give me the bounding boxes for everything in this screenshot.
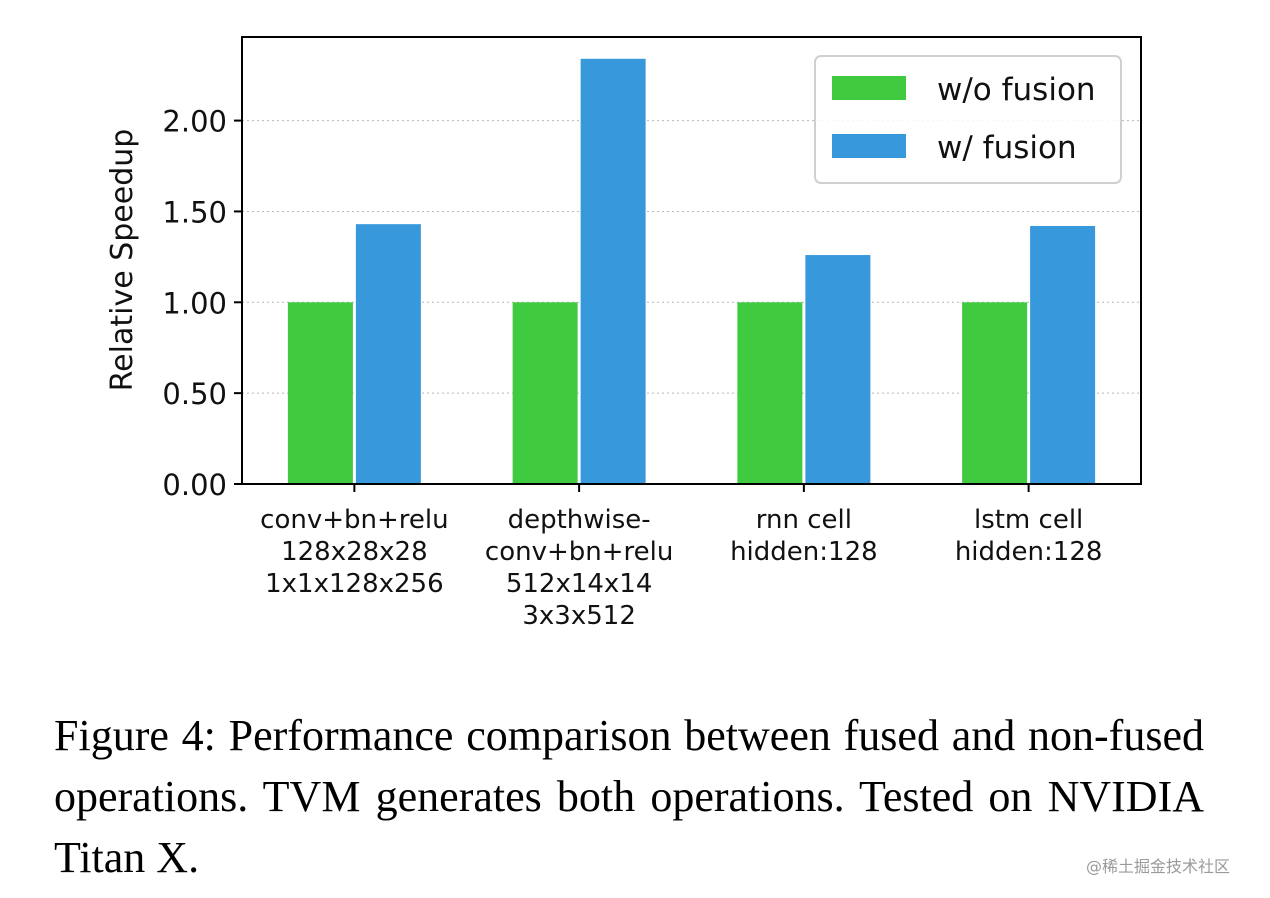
bar-without-fusion [737,302,803,484]
y-tick-label: 1.00 [162,286,227,320]
y-tick-label: 1.50 [162,195,227,229]
legend-label-without-fusion: w/o fusion [937,72,1096,108]
bar-without-fusion [287,302,353,484]
bar-with-fusion [805,255,871,484]
legend: w/o fusion w/ fusion [814,55,1122,184]
bar-with-fusion [580,58,646,485]
bars [287,58,1096,485]
category-label: 128x28x28 [281,537,428,567]
legend-swatch-with-fusion [832,134,906,158]
bar-with-fusion [1030,225,1096,484]
y-tick-label: 0.00 [162,468,227,502]
watermark: @稀土掘金技术社区 [1086,857,1231,876]
legend-label-with-fusion: w/ fusion [937,130,1077,166]
chart: 0.000.501.001.502.00 conv+bn+relu128x28x… [105,36,1142,631]
category-label: 1x1x128x256 [265,569,444,599]
legend-swatch-without-fusion [832,76,906,100]
category-label: hidden:128 [730,537,878,567]
category-label: conv+bn+relu [260,505,448,535]
y-axis-label: Relative Speedup [105,129,140,392]
x-axis-categories: conv+bn+relu128x28x281x1x128x256depthwis… [260,484,1102,631]
plot-frame [241,36,1142,485]
bar-without-fusion [512,302,578,484]
category-label: conv+bn+relu [485,537,673,567]
category-label: depthwise- [508,505,651,535]
bar-without-fusion [962,302,1028,484]
y-tick-label: 0.50 [162,377,227,411]
figure-caption: Figure 4: Performance comparison between… [54,711,1204,882]
category-label: lstm cell [974,505,1083,535]
category-label: 512x14x14 [506,569,653,599]
category-label: rnn cell [756,505,852,535]
y-axis: 0.00 0.50 1.00 1.50 2.00 [162,105,242,502]
category-label: 3x3x512 [522,601,635,631]
y-tick-label: 2.00 [162,105,227,139]
bar-with-fusion [355,224,421,484]
category-label: hidden:128 [955,537,1103,567]
